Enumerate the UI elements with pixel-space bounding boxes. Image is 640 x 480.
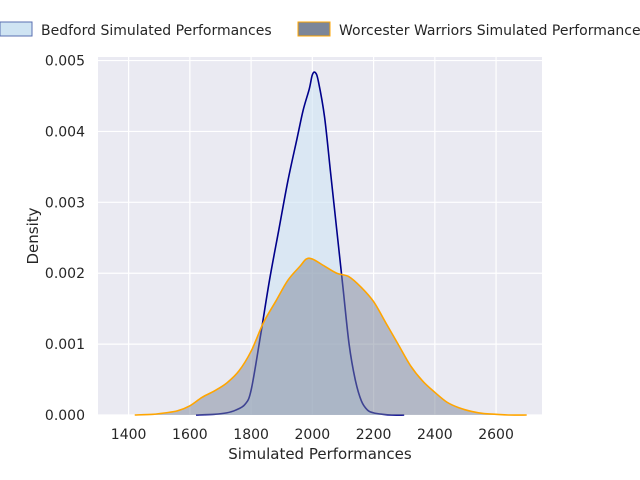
x-tick-label: 2000	[295, 427, 331, 443]
x-tick-label: 1800	[233, 427, 269, 443]
legend-label-worcester: Worcester Warriors Simulated Performance…	[339, 23, 640, 39]
x-tick-label: 1600	[172, 427, 208, 443]
legend-label-bedford: Bedford Simulated Performances	[41, 23, 272, 39]
x-axis-label: Simulated Performances	[228, 445, 412, 463]
y-tick-label: 0.004	[45, 124, 85, 140]
x-tick-label: 2400	[417, 427, 453, 443]
density-fill-bedford	[195, 72, 405, 416]
tick-labels: 1400 1600 1800 2000 2200 2400 2600 0.000 0.001 0.…	[45, 54, 514, 443]
x-tick-label: 2200	[356, 427, 392, 443]
x-tick-label: 2600	[478, 427, 514, 443]
legend-swatch-bedford	[0, 21, 33, 37]
legend-swatch-worcester	[297, 21, 331, 37]
density-line-worcester	[134, 257, 527, 416]
y-axis-label: Density	[24, 207, 42, 264]
y-tick-label: 0.001	[45, 337, 85, 353]
y-tick-label: 0.000	[45, 408, 85, 424]
y-tick-label: 0.002	[45, 266, 85, 282]
y-tick-label: 0.005	[45, 54, 85, 70]
legend: Bedford Simulated Performances Worcester…	[0, 21, 640, 39]
x-tick-label: 1400	[111, 427, 147, 443]
series-layer	[134, 71, 527, 416]
y-tick-label: 0.003	[45, 195, 85, 211]
density-fill-worcester	[134, 258, 527, 416]
